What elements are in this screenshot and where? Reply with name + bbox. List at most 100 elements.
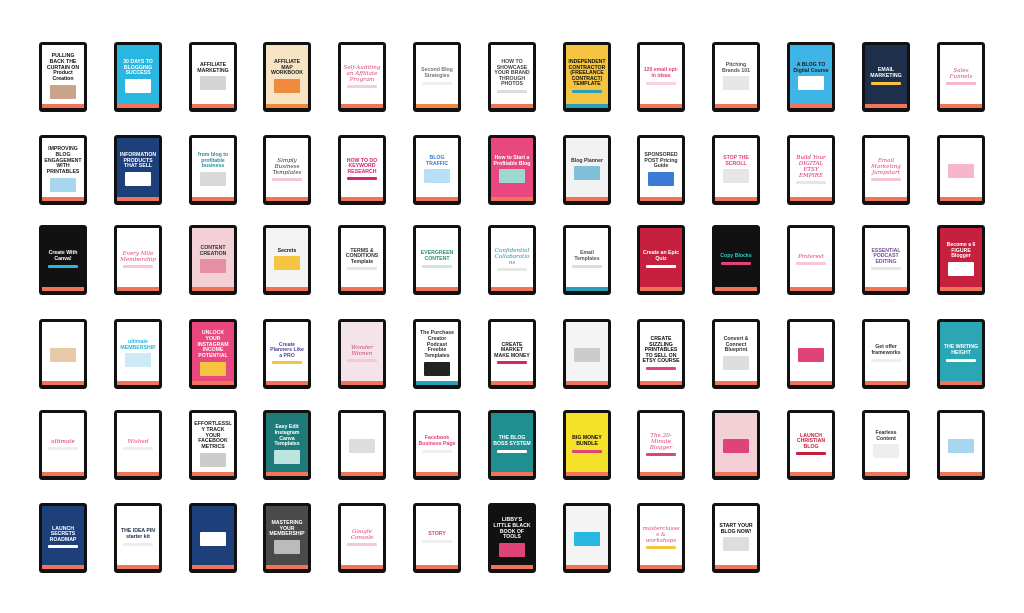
- product-tablet[interactable]: INFORMATION PRODUCTS THAT SELL: [114, 135, 162, 205]
- product-tablet[interactable]: Google Console: [338, 503, 386, 573]
- cover-image: [948, 261, 974, 276]
- product-tablet[interactable]: PULLING BACK THE CURTAIN ON Product Crea…: [39, 42, 87, 112]
- product-tablet[interactable]: Build Your DIGITAL ETSY EMPIRE: [787, 135, 835, 205]
- product-tablet[interactable]: 120 email opt-in ideas: [637, 42, 685, 112]
- product-tablet[interactable]: 30 DAYS TO BLOGGING SUCCESS: [114, 42, 162, 112]
- cover-title: PULLING BACK THE CURTAIN ON Product Crea…: [46, 53, 80, 82]
- product-tablet[interactable]: BLOG TRAFFIC: [413, 135, 461, 205]
- product-cover: Wonder Women: [341, 322, 383, 385]
- product-tablet[interactable]: Become a 6 FIGURE Blogger: [937, 225, 985, 295]
- cover-image: [274, 539, 300, 554]
- product-tablet[interactable]: IMPROVING BLOG ENGAGEMENT WITH PRINTABLE…: [39, 135, 87, 205]
- cover-footer-band: [491, 472, 533, 476]
- product-tablet[interactable]: [937, 135, 985, 205]
- product-tablet[interactable]: BIG MONEY BUNDLE: [563, 410, 611, 480]
- product-cover: AFFILIATE MARKETING: [192, 45, 234, 108]
- product-tablet[interactable]: EVERGREEN CONTENT: [413, 225, 461, 295]
- product-tablet[interactable]: STORY: [413, 503, 461, 573]
- product-tablet[interactable]: Wished: [114, 410, 162, 480]
- product-tablet[interactable]: HOW TO SHOWCASE YOUR BRAND THROUGH PHOTO…: [488, 42, 536, 112]
- product-tablet[interactable]: Easy Edit Instagram Canva Templates: [263, 410, 311, 480]
- product-tablet[interactable]: Create With Canva!: [39, 225, 87, 295]
- product-tablet[interactable]: Pitching Brands 101: [712, 42, 760, 112]
- product-tablet[interactable]: masterclasses & workshops: [637, 503, 685, 573]
- product-tablet[interactable]: [937, 410, 985, 480]
- cover-image: [347, 85, 377, 89]
- product-tablet[interactable]: THE WRITING HEIGHT: [937, 319, 985, 389]
- product-tablet[interactable]: TERMS & CONDITIONS Template: [338, 225, 386, 295]
- cover-footer-band: [491, 104, 533, 108]
- product-tablet[interactable]: [712, 410, 760, 480]
- product-tablet[interactable]: Pinterest: [787, 225, 835, 295]
- product-tablet[interactable]: Simply Business Templates: [263, 135, 311, 205]
- product-tablet[interactable]: [787, 319, 835, 389]
- product-tablet[interactable]: CREATE SIZZLING PRINTABLES TO SELL ON ET…: [637, 319, 685, 389]
- product-tablet[interactable]: Email Templates: [563, 225, 611, 295]
- product-tablet[interactable]: Self-Auditing an Affiliate Program: [338, 42, 386, 112]
- cover-image: [499, 542, 525, 557]
- product-tablet[interactable]: The Purchase Creator Podcast Freebie Tem…: [413, 319, 461, 389]
- cover-image: [274, 256, 300, 271]
- product-tablet[interactable]: [338, 410, 386, 480]
- product-tablet[interactable]: The 20-Minute Blogger: [637, 410, 685, 480]
- product-tablet[interactable]: CONTENT CREATION: [189, 225, 237, 295]
- product-tablet[interactable]: How to Start a Profitable Blog: [488, 135, 536, 205]
- product-tablet[interactable]: Confidential Collaborations: [488, 225, 536, 295]
- product-tablet[interactable]: UNLOCK YOUR INSTAGRAM INCOME POTENTIAL: [189, 319, 237, 389]
- product-tablet[interactable]: A BLOG TO Digital Course: [787, 42, 835, 112]
- cover-image: [349, 438, 375, 453]
- product-tablet[interactable]: Second Blog Strategies: [413, 42, 461, 112]
- product-tablet[interactable]: INDEPENDENT CONTRACTOR (FREELANCE CONTRA…: [563, 42, 611, 112]
- product-tablet[interactable]: Wonder Women: [338, 319, 386, 389]
- product-tablet[interactable]: Sales Funnels: [937, 42, 985, 112]
- product-tablet[interactable]: Copy Blocks: [712, 225, 760, 295]
- cover-title: MASTERING YOUR MEMBERSHIP: [269, 520, 305, 538]
- product-tablet[interactable]: Facebook Business Page: [413, 410, 461, 480]
- product-tablet[interactable]: from blog to profitable business: [189, 135, 237, 205]
- cover-image: [499, 169, 525, 184]
- cover-footer-band: [940, 104, 982, 108]
- product-tablet[interactable]: ultimate: [39, 410, 87, 480]
- product-tablet[interactable]: THE BLOG BOSS SYSTEM: [488, 410, 536, 480]
- product-tablet[interactable]: EFFORTLESSLY TRACK YOUR FACEBOOK METRICS: [189, 410, 237, 480]
- cover-image: [871, 358, 901, 362]
- product-tablet[interactable]: Every Mile Membership: [114, 225, 162, 295]
- product-cover: Every Mile Membership: [117, 228, 159, 291]
- product-tablet[interactable]: [563, 503, 611, 573]
- product-tablet[interactable]: HOW TO DO KEYWORD RESEARCH: [338, 135, 386, 205]
- product-tablet[interactable]: Create an Epic Quiz: [637, 225, 685, 295]
- product-tablet[interactable]: EMAIL MARKETING: [862, 42, 910, 112]
- product-tablet[interactable]: ultimate MEMBERSHIP: [114, 319, 162, 389]
- product-tablet[interactable]: LAUNCH SECRETS ROADMAP: [39, 503, 87, 573]
- product-tablet[interactable]: Blog Planner: [563, 135, 611, 205]
- cover-footer-band: [42, 472, 84, 476]
- product-tablet[interactable]: LAUNCH CHRISTIAN BLOG: [787, 410, 835, 480]
- product-tablet[interactable]: THE IDEA PIN starter kit: [114, 503, 162, 573]
- cover-footer-band: [192, 287, 234, 291]
- product-tablet[interactable]: START YOUR BLOG NOW!: [712, 503, 760, 573]
- product-tablet[interactable]: Secrets: [263, 225, 311, 295]
- product-tablet[interactable]: [39, 319, 87, 389]
- product-tablet[interactable]: Create Planners Like a PRO: [263, 319, 311, 389]
- product-tablet[interactable]: [563, 319, 611, 389]
- product-tablet[interactable]: LIBBY'S LITTLE BLACK BOOK OF TOOLS: [488, 503, 536, 573]
- product-tablet[interactable]: STOP THE SCROLL: [712, 135, 760, 205]
- product-tablet[interactable]: MASTERING YOUR MEMBERSHIP: [263, 503, 311, 573]
- product-tablet[interactable]: ESSENTIAL PODCAST EDITING: [862, 225, 910, 295]
- cover-footer-band: [42, 197, 84, 201]
- product-tablet[interactable]: Email Marketing Jumpstart: [862, 135, 910, 205]
- product-tablet[interactable]: Get offer frameworks: [862, 319, 910, 389]
- cover-image: [871, 178, 901, 182]
- product-tablet[interactable]: [189, 503, 237, 573]
- product-tablet[interactable]: Fearless Content: [862, 410, 910, 480]
- cover-footer-band: [491, 381, 533, 385]
- cover-footer-band: [416, 287, 458, 291]
- product-tablet[interactable]: SPONSORED POST Pricing Guide: [637, 135, 685, 205]
- product-tablet[interactable]: AFFILIATE MARKETING: [189, 42, 237, 112]
- product-tablet[interactable]: AFFILIATE MAP WORKBOOK: [263, 42, 311, 112]
- cover-title: LAUNCH SECRETS ROADMAP: [49, 525, 77, 543]
- cover-image: [497, 90, 527, 94]
- cover-title: LIBBY'S LITTLE BLACK BOOK OF TOOLS: [493, 517, 531, 541]
- product-tablet[interactable]: CREATE MARKET MAKE MONEY: [488, 319, 536, 389]
- product-tablet[interactable]: Convert & Connect Blueprint: [712, 319, 760, 389]
